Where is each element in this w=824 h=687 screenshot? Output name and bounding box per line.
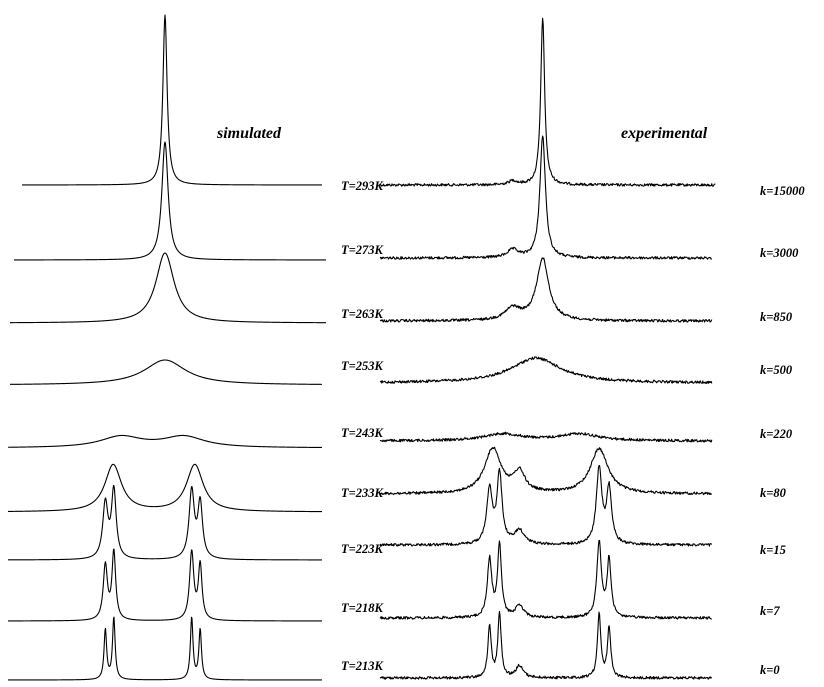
experimental-title: experimental <box>621 125 708 142</box>
temperature-label: T=223K <box>341 542 385 556</box>
experimental-spectrum-253k <box>379 356 713 385</box>
rate-constant-label: k=500 <box>760 363 793 377</box>
experimental-spectrum-218k <box>379 539 712 620</box>
temperature-label: T=213K <box>341 659 385 673</box>
simulated-spectra-panel <box>7 14 327 681</box>
simulated-title: simulated <box>216 125 282 142</box>
simulated-spectrum-263k <box>9 252 327 324</box>
rate-constant-label: k=15000 <box>760 184 805 198</box>
simulated-spectrum-233k <box>7 463 323 513</box>
temperature-label: T=263K <box>341 307 385 321</box>
temperature-label: T=273K <box>341 243 385 257</box>
temperature-label: T=293K <box>341 179 385 193</box>
experimental-spectrum-263k <box>379 257 713 323</box>
simulated-spectrum-253k <box>9 359 323 385</box>
experimental-spectrum-233k <box>379 446 713 496</box>
simulated-spectrum-273k <box>13 141 327 261</box>
experimental-spectrum-243k <box>379 431 713 443</box>
experimental-spectrum-293k <box>379 17 716 187</box>
rate-constant-label: k=15 <box>760 543 786 557</box>
simulated-spectrum-213k <box>7 616 323 681</box>
simulated-spectrum-218k <box>7 548 323 622</box>
rate-constant-label: k=850 <box>760 310 793 324</box>
rate-constant-label: k=220 <box>760 427 793 441</box>
spectra-labels: simulated experimental T=293K k=15000 T=27… <box>216 125 805 677</box>
rate-constant-label: k=80 <box>760 486 787 500</box>
simulated-spectrum-293k <box>21 14 323 186</box>
experimental-spectrum-223k <box>379 465 713 547</box>
experimental-spectra-panel <box>379 17 716 680</box>
temperature-label: T=243K <box>341 426 385 440</box>
experimental-spectrum-273k <box>379 135 713 260</box>
temperature-label: T=233K <box>341 486 385 500</box>
simulated-spectrum-223k <box>7 485 323 561</box>
rate-constant-label: k=3000 <box>760 246 799 260</box>
experimental-spectrum-213k <box>379 610 713 680</box>
temperature-label: T=253K <box>341 359 385 373</box>
rate-constant-label: k=7 <box>760 604 780 618</box>
rate-constant-label: k=0 <box>760 663 780 677</box>
temperature-label: T=218K <box>341 601 385 615</box>
simulated-spectrum-243k <box>7 434 323 449</box>
